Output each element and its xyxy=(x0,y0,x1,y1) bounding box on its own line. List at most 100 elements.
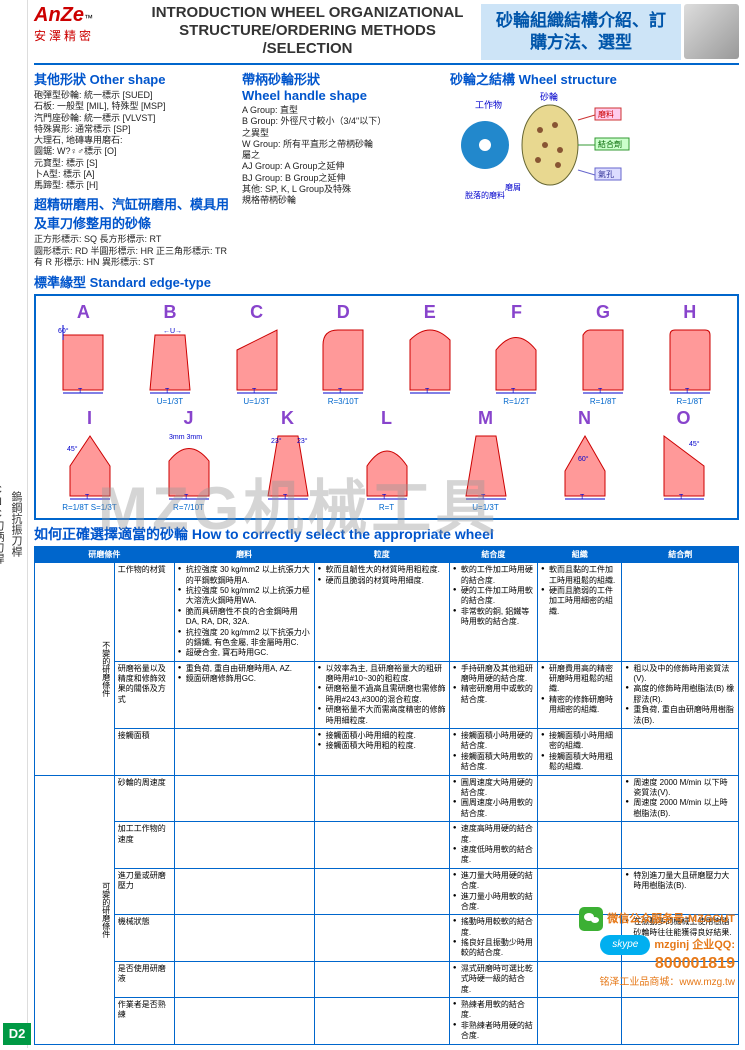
sel-cell-3-1 xyxy=(314,775,449,822)
sel-col-1: 磨料 xyxy=(174,547,314,563)
sel-cell-4-1 xyxy=(314,822,449,869)
edge-type-title: 標準緣型 Standard edge-type xyxy=(34,272,739,291)
rowgroup2: 可變的研磨條件 xyxy=(35,775,115,1044)
sel-col-2: 粒度 xyxy=(314,547,449,563)
sel-cell-5-0 xyxy=(174,868,314,915)
svg-text:45°: 45° xyxy=(67,445,78,453)
sel-col-4: 組織 xyxy=(537,547,621,563)
sel-cell-3-2: 圓周速度大時用硬的結合度.圓周速度小時用軟的結合度. xyxy=(449,775,537,822)
qq-label: 企业QQ: xyxy=(692,939,735,951)
svg-text:T: T xyxy=(184,494,189,501)
sel-cell-1-2: 手持研磨及其他粗研磨時用硬的結合度.精密研磨用中或軟的結合度. xyxy=(449,661,537,728)
sidebar-item-0[interactable]: 鎢鋼抗振刀桿 xyxy=(7,487,25,561)
svg-text:T: T xyxy=(85,494,90,501)
skype-id: mzginj xyxy=(654,939,689,951)
site-url: 铭泽工业品商城：www.mzg.tw xyxy=(579,973,735,988)
footer-title: 鑽石砂輪工具 xyxy=(34,1049,739,1050)
sidebar-item-1[interactable]: CNC刀柄刀桿 xyxy=(0,480,7,568)
sel-cell-3-0 xyxy=(174,775,314,822)
logo-brand: AnZe xyxy=(34,4,84,26)
svg-text:T: T xyxy=(283,494,288,501)
edge-C: C T U=1/3T xyxy=(222,302,292,406)
edge-D: D T R=3/10T xyxy=(308,302,378,406)
edge-B: B ←U→T U=1/3T xyxy=(135,302,205,406)
sel-cell-3-4: 周速度 2000 M/min 以下時瓷質法(V).周速度 2000 M/min … xyxy=(622,775,739,822)
logo-tm: ™ xyxy=(84,13,93,23)
svg-text:磨料: 磨料 xyxy=(598,109,614,119)
svg-text:23°: 23° xyxy=(271,437,282,445)
wheel-structure-diagram: 砂輪之結構 Wheel structure 工作物 砂輪 磨料 結合劑 氣孔 磨… xyxy=(450,69,739,189)
sel-cell-0-0: 抗拉強度 30 kg/mm2 以上抗張力大的平鋼軟鋼時用A.抗拉強度 50 kg… xyxy=(174,563,314,662)
sel-cell-4-4 xyxy=(622,822,739,869)
sel-rowhead-7: 是否使用研磨液 xyxy=(114,961,174,997)
svg-text:23°: 23° xyxy=(297,437,308,445)
contact-overlay: 微信公众服务号:MZGCUT skypemzginj 企业QQ: 8000018… xyxy=(579,907,735,988)
svg-text:結合劑: 結合劑 xyxy=(598,139,622,149)
svg-text:60°: 60° xyxy=(578,455,589,463)
sel-cell-2-3: 接觸面積小時用細密的組織.接觸面積大時用粗鬆的組織. xyxy=(537,729,621,776)
sel-row-3: 可變的研磨條件砂輪的周速度圓周速度大時用硬的結合度.圓周速度小時用軟的結合度.周… xyxy=(35,775,739,822)
edge-type-box: A 60°T B ←U→T U=1/3T C T U=1/3T D T R=3/… xyxy=(34,294,739,520)
sel-cell-0-3: 軟而且黏的工件加工時用粗鬆的組織.硬而且脆弱的工件加工時用細密的組織. xyxy=(537,563,621,662)
page-number: D2 xyxy=(3,1023,31,1045)
sel-cell-4-2: 速度高時用硬的結合度.速度低時用軟的結合度. xyxy=(449,822,537,869)
svg-text:T: T xyxy=(511,388,516,395)
svg-text:T: T xyxy=(580,494,585,501)
sel-cell-7-2: 濕式研磨時可選比乾式時硬一級的結合度. xyxy=(449,961,537,997)
sel-cell-5-1 xyxy=(314,868,449,915)
svg-text:T: T xyxy=(481,494,486,501)
edge-K: K 23°23°T xyxy=(253,408,323,512)
sel-cell-8-4 xyxy=(622,998,739,1045)
svg-text:氣孔: 氣孔 xyxy=(598,169,614,179)
sel-rowhead-2: 接觸面積 xyxy=(114,729,174,776)
logo: AnZe™ 安澤精密 xyxy=(34,4,134,44)
header-title-en: INTRODUCTION WHEEL ORGANIZATIONAL STRUCT… xyxy=(134,4,481,58)
sel-cell-8-3 xyxy=(537,998,621,1045)
sel-row-8: 作業者是否熟練熟練者用軟的結合度.非熟練者時用硬的結合度. xyxy=(35,998,739,1045)
sel-cell-2-4 xyxy=(622,729,739,776)
sel-cell-1-0: 重負荷, 重自由研磨時用A, AZ.鏡面研磨修飾用GC. xyxy=(174,661,314,728)
edge-E: E T xyxy=(395,302,465,406)
handle-shape-title: 帶柄砂輪形狀Wheel handle shape xyxy=(242,69,442,103)
svg-text:T: T xyxy=(382,494,387,501)
edge-N: N 60°T xyxy=(550,408,620,512)
edge-J: J 3mm 3mmT R=7/10T xyxy=(154,408,224,512)
sel-col-3: 結合度 xyxy=(449,547,537,563)
rowgroup1: 不變的研磨條件 xyxy=(35,563,115,775)
sel-cell-8-0 xyxy=(174,998,314,1045)
sel-cell-6-1 xyxy=(314,915,449,962)
sel-cell-1-1: 以效率為主, 且研磨裕量大的粗研磨時用#10~30的粗粒度.研磨裕量不過高且需研… xyxy=(314,661,449,728)
sel-cell-7-0 xyxy=(174,961,314,997)
sel-cell-0-4 xyxy=(622,563,739,662)
sel-rowhead-1: 研磨裕量以及精度和修飾效果的關係及方式 xyxy=(114,661,174,728)
edge-G: G T R=1/8T xyxy=(568,302,638,406)
svg-text:60°: 60° xyxy=(58,327,69,335)
skype-icon: skype xyxy=(600,935,650,955)
svg-text:←U→: ←U→ xyxy=(163,328,182,335)
sel-row-1: 研磨裕量以及精度和修飾效果的關係及方式重負荷, 重自由研磨時用A, AZ.鏡面研… xyxy=(35,661,739,728)
svg-text:砂輪: 砂輪 xyxy=(540,91,558,102)
sel-rowhead-3: 砂輪的周速度 xyxy=(114,775,174,822)
structure-svg: 工作物 砂輪 磨料 結合劑 氣孔 磨屑 脫落的磨料 xyxy=(450,90,670,200)
edge-L: L T R=T xyxy=(352,408,422,512)
sel-cell-6-0 xyxy=(174,915,314,962)
sel-cell-3-3 xyxy=(537,775,621,822)
sel-cell-4-3 xyxy=(537,822,621,869)
sel-rowhead-8: 作業者是否熟練 xyxy=(114,998,174,1045)
sel-rowhead-5: 進刀量或研磨壓力 xyxy=(114,868,174,915)
super-fine-text: 正方形標示: SQ 長方形標示: RT圓形標示: RD 半圓形標示: HR 正三… xyxy=(34,234,234,268)
sel-cell-5-2: 進刀量大時用硬的結合度.進刀量小時用軟的結合度. xyxy=(449,868,537,915)
sel-row-2: 接觸面積接觸面積小時用細的粒度.接觸面積大時用粗的粒度.接觸面積小時用硬的結合度… xyxy=(35,729,739,776)
super-fine-title: 超精研磨用、汽缸研磨用、模具用及車刀修整用的砂條 xyxy=(34,194,234,232)
svg-text:T: T xyxy=(679,494,684,501)
sel-row-4: 加工工作物的速度速度高時用硬的結合度.速度低時用軟的結合度. xyxy=(35,822,739,869)
category-sidebar: 鎢鋼抗振刀桿 CNC刀柄刀桿 切削刀具及刀片 金屬材料 磨料磨具 鉆石工具 電動… xyxy=(0,0,28,1048)
svg-text:T: T xyxy=(598,388,603,395)
sel-cell-0-2: 軟的工件加工時用硬的結合度.硬的工件加工時用軟的結合度.非常軟的銅, 鋁鐵等時用… xyxy=(449,563,537,662)
wechat-id: MZGCUT xyxy=(688,913,735,925)
edge-M: M T U=1/3T xyxy=(451,408,521,512)
sel-cell-6-2: 搖動時用較軟的結合度.搖良好且振動少時用較的結合度. xyxy=(449,915,537,962)
sel-row-0: 不變的研磨條件工作物的材質抗拉強度 30 kg/mm2 以上抗張力大的平鋼軟鋼時… xyxy=(35,563,739,662)
sel-col-0: 研磨條件 xyxy=(35,547,175,563)
handle-shape-text: A Group: 直型B Group: 外徑尺寸較小（3/4"以下） 之異型W … xyxy=(242,105,442,206)
